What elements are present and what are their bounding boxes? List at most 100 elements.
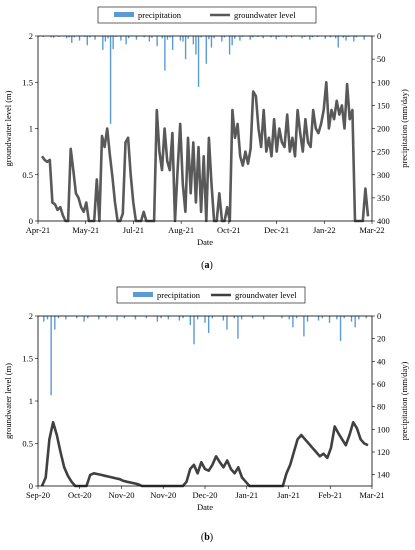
chart-a-precip-bar <box>42 36 44 37</box>
chart-b-y-axis-label: groundwater level (m) <box>3 363 13 439</box>
chart-b-precip-bar <box>336 316 338 320</box>
chart-a-y2-tick-label: 150 <box>377 100 390 110</box>
chart-a-precip-bar <box>65 36 68 39</box>
chart-a-precip-bar <box>68 36 70 38</box>
chart-a-precip-bar <box>184 36 187 60</box>
chart-b-precip-bar <box>167 316 170 320</box>
chart-a-precip-bar <box>355 36 358 38</box>
chart-b-y2-tick-label: 40 <box>377 356 386 366</box>
chart-a-precip-bar <box>169 36 171 38</box>
chart-a-x-tick-label: Dec-21 <box>264 225 289 235</box>
chart-b-precip-bar <box>240 316 243 320</box>
chart-a-x-axis-label: Date <box>197 237 213 247</box>
chart-b-precip-bar <box>178 316 181 321</box>
chart-a-precip-bar <box>223 36 226 38</box>
chart-b-x-tick-label: Nov-20 <box>109 490 135 500</box>
chart-b-precip-bar <box>339 316 342 341</box>
chart-b-y2-axis-label: precipitation (mm/day) <box>399 362 409 441</box>
chart-a-precip-bar <box>262 36 264 39</box>
chart-b-precip-bar <box>295 316 298 319</box>
chart-a-precip-bar <box>301 36 303 39</box>
chart-a-precip-bar <box>143 36 145 38</box>
chart-a-precip-bar <box>334 36 337 39</box>
chart-b-precip-bar <box>65 316 67 320</box>
chart-b-x-tick-label: Feb-21 <box>318 490 342 500</box>
chart-a-panel-label: (a) <box>201 260 213 271</box>
chart-b-plot-frame <box>37 315 373 487</box>
chart-a-precip-bar <box>241 36 244 37</box>
chart-a-precip-bar <box>257 36 259 37</box>
chart-a-precip-bar <box>161 36 164 39</box>
chart-b-precip-bar <box>211 316 214 319</box>
chart-a-precip-bar <box>135 36 138 40</box>
chart-a-y-tick-label: 1.5 <box>22 77 33 87</box>
chart-b-precip-bar <box>292 316 294 328</box>
chart-a-x-tick-label: Aug-21 <box>168 225 194 235</box>
chart-b-y2-tick-label: 140 <box>377 470 390 480</box>
chart-b-panel-label: (b) <box>201 532 213 543</box>
chart-b-legend-precip-label: precipitation <box>157 290 201 300</box>
chart-a-y2-axis-label: precipitation (mm/day) <box>399 89 409 168</box>
chart-a-precip-bar <box>239 36 241 41</box>
chart-b-precip-bar <box>134 316 137 320</box>
chart-b-x-tick-label: Dec-20 <box>192 490 217 500</box>
chart-b-precip-bar <box>116 316 118 321</box>
chart-a-precip-bar <box>109 36 112 124</box>
chart-b-precip-bar <box>87 316 89 319</box>
chart-a-precip-bar <box>210 36 213 48</box>
chart-b-x-tick-label: Nov-20 <box>150 490 176 500</box>
chart-a-legend-precip-label: precipitation <box>138 10 182 20</box>
chart-b-precip-bar <box>189 316 192 326</box>
chart-a-precip-bar <box>345 36 347 41</box>
chart-b-precip-bar <box>123 316 126 319</box>
chart-a-x-tick-label: Oct-21 <box>217 225 241 235</box>
chart-a-precip-bar <box>205 36 207 64</box>
chart-b-precip-bar <box>50 316 52 396</box>
chart-a-y2-tick-label: 250 <box>377 147 390 157</box>
chart-a-precip-bar <box>83 36 86 37</box>
chart-a-y-tick-label: 1 <box>29 124 33 134</box>
chart-a-precip-bar <box>50 36 52 38</box>
chart-b-precip-bar <box>343 316 345 319</box>
chart-a-precip-bar <box>290 36 293 38</box>
chart-b-x-tick-label: Mar-21 <box>359 490 384 500</box>
chart-b-precip-bar <box>306 316 309 322</box>
chart-b-precip-bar <box>204 316 206 323</box>
chart-b-x-tick-label: Jan-21 <box>235 490 258 500</box>
chart-a-precip-bar <box>285 36 288 38</box>
chart-a-precip-bar <box>166 36 169 40</box>
chart-a-precip-bar <box>231 36 233 46</box>
chart-b-precip-bar <box>317 316 320 321</box>
chart-a-precip-bar <box>148 36 151 42</box>
chart-a-y2-tick-label: 0 <box>377 31 381 41</box>
chart-b-precip-bar <box>262 316 265 320</box>
chart-a-precip-bar <box>104 36 107 42</box>
chart-a-precip-bar <box>94 36 96 40</box>
chart-a-precip-bar <box>234 36 236 39</box>
chart-a-precip-bar <box>112 36 114 49</box>
chart-b-precip-bar <box>105 316 107 319</box>
chart-b-y-tick-label: 0.5 <box>22 439 33 449</box>
chart-a-y-tick-label: 2 <box>29 31 33 41</box>
chart-a-y2-tick-label: 300 <box>377 170 390 180</box>
chart-b-precip-bar <box>193 316 195 345</box>
chart-a-precip-bar <box>303 36 306 37</box>
chart-a-precip-bar <box>316 36 319 37</box>
chart-b-y2-tick-label: 80 <box>377 402 386 412</box>
chart-a-precip-bar <box>102 36 104 50</box>
chart-a-x-tick-label: Jul-21 <box>123 225 144 235</box>
chart-b-precip-bar <box>98 316 100 320</box>
chart-a-precip-bar <box>270 36 272 38</box>
chart-a-y-axis-label: groundwater level (m) <box>3 90 13 166</box>
chart-a-precip-bar <box>179 36 182 41</box>
chart-b-precip-bar <box>321 316 323 319</box>
chart-b-y2-tick-label: 0 <box>377 311 381 321</box>
chart-b-x-axis-label: Date <box>197 502 213 512</box>
chart-b-x-tick-label: Jan-21 <box>277 490 300 500</box>
chart-a-precip-bar <box>252 36 254 38</box>
chart-b-precip-bar <box>46 316 49 320</box>
chart-b-precip-bar <box>76 316 78 319</box>
chart-a-precip-bar <box>164 36 166 71</box>
chart-a-precip-bar <box>228 36 231 55</box>
chart-a-precip-bar <box>363 36 365 40</box>
